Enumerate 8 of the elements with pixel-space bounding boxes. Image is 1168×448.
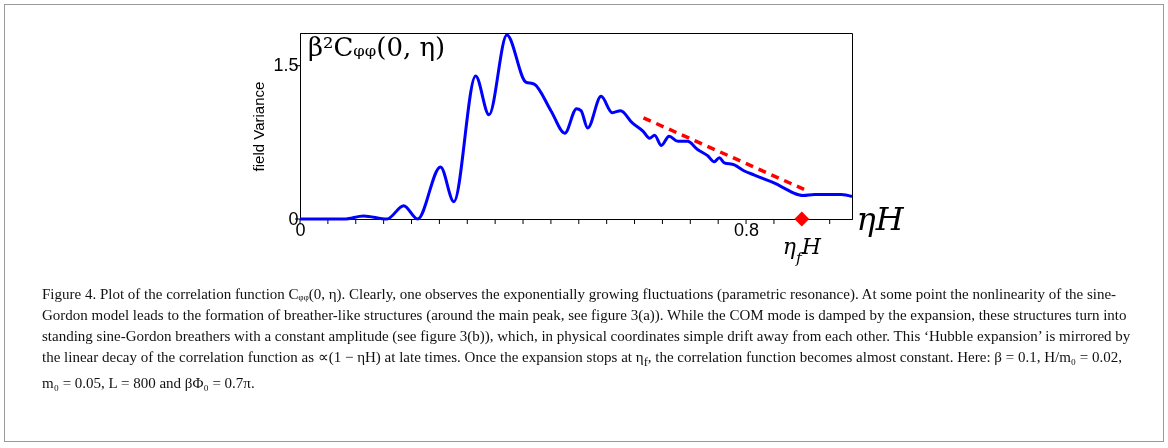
annotation: η$_{f}$H — [782, 234, 822, 267]
y-axis-title: field Variance — [250, 81, 268, 172]
annotation: β²Cᵩᵩ(0, η) — [308, 32, 446, 62]
x-axis-title: ηH — [856, 199, 905, 238]
text: Figure 4. Plot of the correlation function Cᵩᵩ(0, η). Clearly, one observes the exponentially growing fluctuations (parametric resonance). At some point the nonlinearity of the sine-Gordon model leads to the formation of breather-like structures (around the main peak, see figure 3(a)). While the COM mode is damped by the expansion, these structures turn into standing sine-Gordon breathers with a constant amplitude (see figure 3(b)), which, in physical coordinates simple drift away from each other. This ‘Hubble expansion’ is mirrored by the linear decay of the correlation function as ∝(1 − ηH) at late times. Once the expansion stops at η$_{f}$, the correlation function becomes almost constant. Here: β = 0.1, H/m₀ = 0.02, m₀ = 0.05, L = 800 and βΦ₀ = 0.7π. — [42, 286, 1131, 391]
line-series — [298, 33, 854, 221]
x-tick-label: 0.8 — [734, 219, 760, 240]
y-tick-label: 1.5 — [273, 55, 299, 76]
